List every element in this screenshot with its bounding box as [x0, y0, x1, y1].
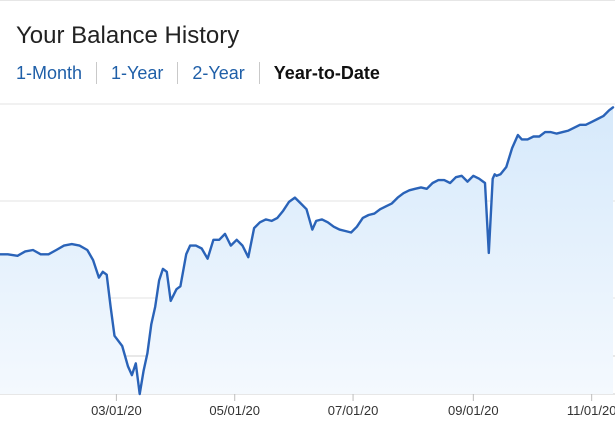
range-tabs: 1-Month 1-Year 2-Year Year-to-Date: [16, 62, 394, 84]
x-tick-label: 07/01/20: [328, 403, 379, 418]
x-tick: 05/01/20: [209, 394, 260, 418]
page-title: Your Balance History: [16, 22, 240, 49]
x-axis-ticks: 03/01/20 05/01/20 07/01/20 09/01/20 11/0…: [91, 394, 615, 418]
x-tick: 03/01/20: [91, 394, 142, 418]
tab-1-year[interactable]: 1-Year: [96, 62, 177, 84]
balance-line: [0, 106, 615, 396]
x-tick-label: 03/01/20: [91, 403, 142, 418]
balance-history-chart: 03/01/20 05/01/20 07/01/20 09/01/20 11/0…: [0, 103, 615, 418]
x-tick-label: 05/01/20: [209, 403, 260, 418]
tab-year-to-date[interactable]: Year-to-Date: [258, 62, 394, 84]
top-divider: [0, 0, 615, 1]
x-tick-label: 09/01/20: [448, 403, 499, 418]
tab-2-year[interactable]: 2-Year: [177, 62, 258, 84]
tab-1-month[interactable]: 1-Month: [16, 63, 83, 83]
balance-area: [0, 107, 613, 395]
x-tick: 11/01/20: [567, 394, 615, 418]
x-tick-label: 11/01/20: [567, 403, 615, 418]
x-tick: 09/01/20: [448, 394, 499, 418]
x-tick: 07/01/20: [328, 394, 379, 418]
